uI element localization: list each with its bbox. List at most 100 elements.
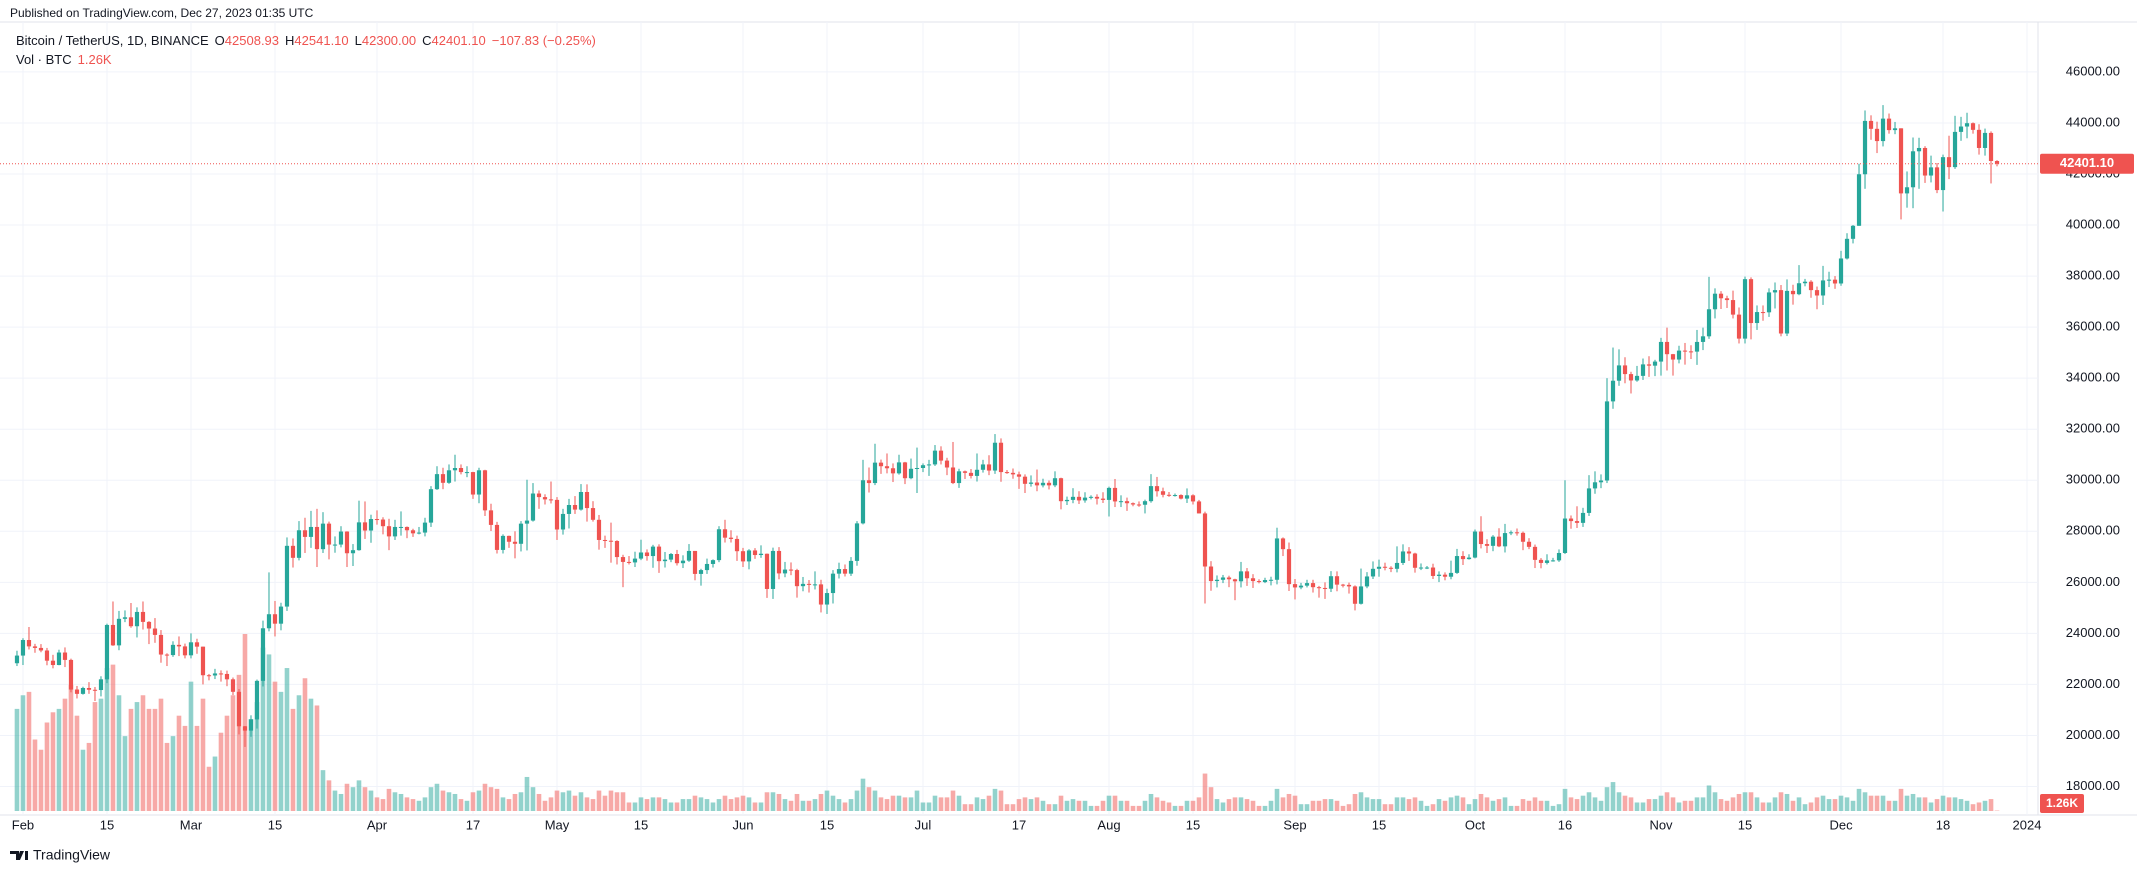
x-tick-label: Sep [1283, 817, 1306, 832]
candle-body [1550, 560, 1556, 562]
volume-bar [1532, 797, 1538, 811]
volume-bar [464, 800, 470, 811]
x-tick-label: 15 [634, 817, 648, 832]
ohlc-value: 42401.10 [431, 33, 486, 48]
volume-bar [764, 792, 770, 811]
volume-bar [830, 795, 836, 811]
volume-bar [290, 708, 296, 811]
candle-body [1436, 574, 1442, 576]
candle-body [944, 460, 950, 468]
candle-body [554, 499, 560, 530]
candle-body [524, 520, 530, 524]
candle-body [1424, 567, 1430, 569]
volume-bar [818, 793, 824, 811]
volume-bars [14, 634, 2000, 811]
candle-body [416, 532, 422, 534]
volume-bar [320, 770, 326, 811]
volume-bar [458, 799, 464, 811]
candle-body [1400, 551, 1406, 563]
volume-bar [1832, 799, 1838, 811]
x-tick-label: Feb [12, 817, 34, 832]
volume-bar [1058, 795, 1064, 811]
volume-bar [332, 790, 338, 811]
volume-bar [1226, 799, 1232, 811]
volume-bar [986, 795, 992, 811]
candle-body [890, 468, 896, 474]
candle-body [1022, 476, 1028, 484]
volume-bar [1190, 800, 1196, 811]
volume-bar [32, 739, 38, 811]
candle-body [1046, 482, 1052, 486]
candle-body [836, 569, 842, 574]
candle-body [1976, 129, 1982, 148]
candle-body [1154, 486, 1160, 492]
candle-body [752, 550, 758, 556]
candle-body [1280, 538, 1286, 550]
volume-bar [1394, 797, 1400, 811]
candle-body [1880, 118, 1886, 142]
candle-body [488, 510, 494, 525]
volume-bar [1028, 799, 1034, 811]
volume-bar [1802, 804, 1808, 811]
candle-body [1514, 532, 1520, 534]
candle-body [1064, 499, 1070, 502]
volume-bar [1892, 800, 1898, 811]
volume-bar [272, 681, 278, 811]
candle-body [1532, 546, 1538, 560]
candle-body [1346, 584, 1352, 587]
candle-body [1478, 531, 1484, 545]
x-tick-label: 16 [1558, 817, 1572, 832]
volume-bar [938, 797, 944, 811]
volume-bar [1916, 797, 1922, 811]
candle-body [98, 679, 104, 691]
candle-body [932, 450, 938, 465]
volume-bar [866, 787, 872, 811]
volume-bar [260, 647, 266, 811]
candle-body [800, 583, 806, 587]
volume-bar [728, 799, 734, 811]
candle-body [1748, 279, 1754, 324]
candle-body [1070, 496, 1076, 500]
candle-body [1508, 532, 1514, 534]
volume-bar [1220, 802, 1226, 811]
volume-bar [1304, 804, 1310, 811]
x-tick-label: Nov [1649, 817, 1673, 832]
candle-body [710, 560, 716, 564]
candle-body [1172, 495, 1178, 497]
candle-body [1382, 566, 1388, 568]
candle-body [1100, 498, 1106, 500]
volume-bar [500, 797, 506, 811]
volume-bar [248, 719, 254, 811]
candle-body [716, 529, 722, 561]
volume-bar [1136, 805, 1142, 811]
volume-bar [1730, 797, 1736, 811]
volume-bar [1664, 792, 1670, 811]
volume-bar [614, 792, 620, 811]
volume-bar [998, 790, 1004, 811]
volume-bar [1166, 802, 1172, 811]
candle-body [1340, 584, 1346, 586]
volume-bar [1700, 797, 1706, 811]
x-tick-label: Mar [180, 817, 203, 832]
volume-bar [344, 783, 350, 811]
y-tick-label: 36000.00 [2066, 319, 2120, 334]
volume-bar [1772, 797, 1778, 811]
volume-bar [170, 736, 176, 811]
volume-bar [188, 681, 194, 811]
brand-name: TradingView [33, 847, 111, 863]
x-tick-label: Oct [1465, 817, 1486, 832]
candle-body [1196, 501, 1202, 514]
volume-bar [1274, 788, 1280, 811]
candle-body [74, 689, 80, 694]
volume-value: 1.26K [77, 52, 112, 67]
candle-body [110, 624, 116, 646]
candle-body [302, 530, 308, 537]
candle-body [1058, 478, 1064, 502]
candle-body [1922, 147, 1928, 176]
volume-title[interactable]: Vol · BTC [16, 52, 72, 67]
volume-bar [788, 800, 794, 811]
volume-bar [1046, 804, 1052, 811]
symbol-title[interactable]: Bitcoin / TetherUS, 1D, BINANCE [16, 33, 209, 48]
volume-bar [1004, 804, 1010, 811]
